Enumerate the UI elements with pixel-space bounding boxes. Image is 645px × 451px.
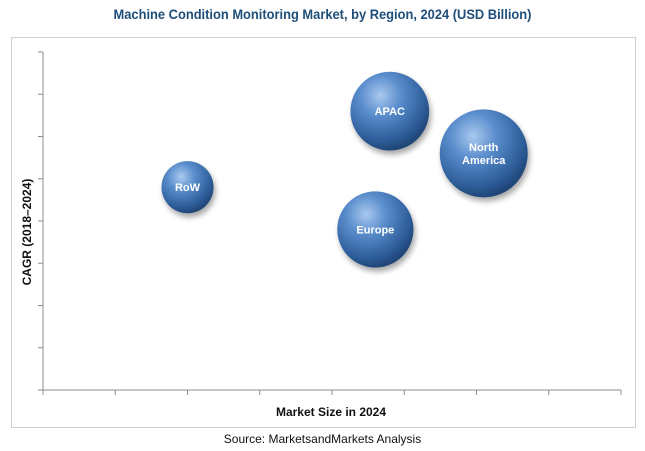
bubble-row xyxy=(161,161,214,214)
bubble-europe xyxy=(337,191,414,268)
bubble-apac xyxy=(350,71,430,151)
axes xyxy=(38,51,622,395)
bubble-label-line: North xyxy=(469,142,499,154)
bubbles: RoW Europe APAC North America xyxy=(161,71,528,268)
bubble-label-europe: Europe xyxy=(356,224,394,236)
chart-title: Machine Condition Monitoring Market, by … xyxy=(113,6,532,22)
y-axis-title: CAGR (2018–2024) xyxy=(20,179,34,286)
bubble-north-america xyxy=(439,109,528,198)
bubble-label-line: APAC xyxy=(375,106,405,118)
source-note: Source: MarketsandMarkets Analysis xyxy=(223,432,422,446)
bubble-label-north-america: North America xyxy=(462,142,506,167)
chart-frame xyxy=(11,37,636,428)
bubble-label-line: Europe xyxy=(356,224,394,236)
bubble-label-line: America xyxy=(462,155,506,167)
x-axis-title: Market Size in 2024 xyxy=(276,405,386,419)
bubble-label-row: RoW xyxy=(175,182,201,194)
bubble-label-line: RoW xyxy=(175,182,201,194)
bubble-label-apac: APAC xyxy=(375,106,405,118)
